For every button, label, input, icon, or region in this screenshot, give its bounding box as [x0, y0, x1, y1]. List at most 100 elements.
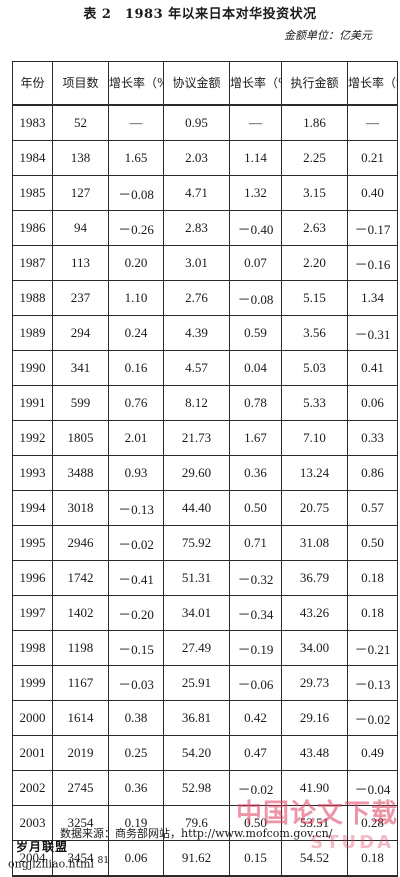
table-cell: 27.49 — [163, 630, 230, 666]
table-cell: 1998 — [12, 630, 53, 666]
table-cell: 94 — [52, 210, 109, 246]
table-cell: 1991 — [12, 385, 53, 421]
table-cell: 0.86 — [347, 455, 398, 491]
table-row: 1998 1198 －0.15 27.49 －0.19 34.00 －0.21 — [12, 630, 398, 666]
table-cell: 138 — [52, 140, 109, 176]
header-cell: 增长率（%） — [229, 61, 282, 106]
table-row: 1995 2946 －0.02 75.92 0.71 31.08 0.50 — [12, 525, 398, 561]
table-cell: 0.18 — [347, 595, 398, 631]
table-row: 2003 3254 0.19 79.6 0.50 53.51 0.28 — [12, 805, 398, 841]
table-cell: 79.6 — [163, 805, 230, 841]
table-cell: 1.32 — [229, 175, 282, 211]
table-row: 1989 294 0.24 4.39 0.59 3.56 －0.31 — [12, 315, 398, 351]
table-cell: 237 — [52, 280, 109, 316]
table-cell: 51.31 — [163, 560, 230, 596]
table-cell: 0.59 — [229, 315, 282, 351]
table-cell: 1198 — [52, 630, 109, 666]
table-cell: －0.02 — [108, 525, 164, 561]
table-cell: 2.01 — [108, 420, 164, 456]
table-cell: 1999 — [12, 665, 53, 701]
table-cell: －0.21 — [347, 630, 398, 666]
source-url-tail: ongjiziliao.html — [8, 857, 94, 871]
table-cell: 20.75 — [281, 490, 348, 526]
table-cell: －0.04 — [347, 770, 398, 806]
table-row: 1985 127 －0.08 4.71 1.32 3.15 0.40 — [12, 175, 398, 211]
table-cell: 113 — [52, 245, 109, 281]
table-cell: －0.20 — [108, 595, 164, 631]
unit-note: 金额单位：亿美元 — [284, 29, 372, 42]
table-cell: －0.19 — [229, 630, 282, 666]
table-cell: 13.24 — [281, 455, 348, 491]
table-cell: 294 — [52, 315, 109, 351]
table-cell: 0.06 — [108, 840, 164, 877]
table-cell: 4.71 — [163, 175, 230, 211]
table-cell: 1994 — [12, 490, 53, 526]
table-row: 1993 3488 0.93 29.60 0.36 13.24 0.86 — [12, 455, 398, 491]
table-cell: 0.21 — [347, 140, 398, 176]
header-cell: 项目数 — [52, 61, 109, 106]
header-cell: 增长率（%） — [347, 61, 398, 106]
table-row: 1990 341 0.16 4.57 0.04 5.03 0.41 — [12, 350, 398, 386]
table-body: 1983 52—0.95—1.86—1984 138 1.65 2.03 1.14 2.25… — [12, 104, 398, 877]
table-cell: 0.28 — [347, 805, 398, 841]
table-cell: 3.15 — [281, 175, 348, 211]
header-cell: 增长率（%） — [108, 61, 164, 106]
header-cell: 执行金额 — [281, 61, 348, 106]
table-cell: 1993 — [12, 455, 53, 491]
table-cell: －0.13 — [108, 490, 164, 526]
table-title: 表 2 1983 年以来日本对华投资状况 — [83, 7, 317, 22]
table-row: 1988 237 1.10 2.76 －0.08 5.15 1.34 — [12, 280, 398, 316]
table-cell: 1990 — [12, 350, 53, 386]
table-cell: －0.17 — [347, 210, 398, 246]
table-cell: 0.40 — [347, 175, 398, 211]
table-cell: 1.67 — [229, 420, 282, 456]
watermark-left: 岁月联盟 — [16, 840, 69, 854]
table-cell: 8.12 — [163, 385, 230, 421]
table-cell: 52 — [52, 104, 109, 141]
table-cell: 1986 — [12, 210, 53, 246]
table-cell: 2.20 — [281, 245, 348, 281]
table-cell: 1742 — [52, 560, 109, 596]
table-cell: 1988 — [12, 280, 53, 316]
source-note-continued: ongjiziliao.html 81 — [8, 855, 109, 871]
table-cell: －0.26 — [108, 210, 164, 246]
table-row: 1994 3018 －0.13 44.40 0.50 20.75 0.57 — [12, 490, 398, 526]
table-cell: 4.57 — [163, 350, 230, 386]
table-cell: 2.03 — [163, 140, 230, 176]
header-cell: 协议金额 — [163, 61, 230, 106]
table-cell: －0.15 — [108, 630, 164, 666]
table-cell: 1805 — [52, 420, 109, 456]
table-cell: 3.01 — [163, 245, 230, 281]
table-cell: 75.92 — [163, 525, 230, 561]
table-cell: 29.73 — [281, 665, 348, 701]
table-cell: 3454 — [52, 840, 109, 877]
table-cell: 1.65 — [108, 140, 164, 176]
table-cell: 21.73 — [163, 420, 230, 456]
table-cell: 0.07 — [229, 245, 282, 281]
table-cell: 0.16 — [108, 350, 164, 386]
table-cell: 5.15 — [281, 280, 348, 316]
table-row: 1986 94 －0.26 2.83 －0.40 2.63 －0.17 — [12, 210, 398, 246]
table-cell: 31.08 — [281, 525, 348, 561]
table-cell: 0.20 — [108, 245, 164, 281]
table-cell: 2745 — [52, 770, 109, 806]
table-cell: 1.14 — [229, 140, 282, 176]
table-cell: 599 — [52, 385, 109, 421]
table-cell: 1992 — [12, 420, 53, 456]
table-cell: 1985 — [12, 175, 53, 211]
table-cell: 1983 — [12, 104, 53, 141]
table-cell: 5.33 — [281, 385, 348, 421]
table-row: 2002 2745 0.36 52.98 －0.02 41.90 －0.04 — [12, 770, 398, 806]
table-cell: 54.52 — [281, 840, 348, 877]
table-cell: 0.71 — [229, 525, 282, 561]
table-cell: 2.63 — [281, 210, 348, 246]
table-cell: 0.49 — [347, 735, 398, 771]
table-cell: 2001 — [12, 735, 53, 771]
table-cell: — — [108, 104, 164, 141]
table-cell: 3254 — [52, 805, 109, 841]
table-row: 1984 138 1.65 2.03 1.14 2.25 0.21 — [12, 140, 398, 176]
table-cell: 44.40 — [163, 490, 230, 526]
table-row: 2001 2019 0.25 54.20 0.47 43.48 0.49 — [12, 735, 398, 771]
